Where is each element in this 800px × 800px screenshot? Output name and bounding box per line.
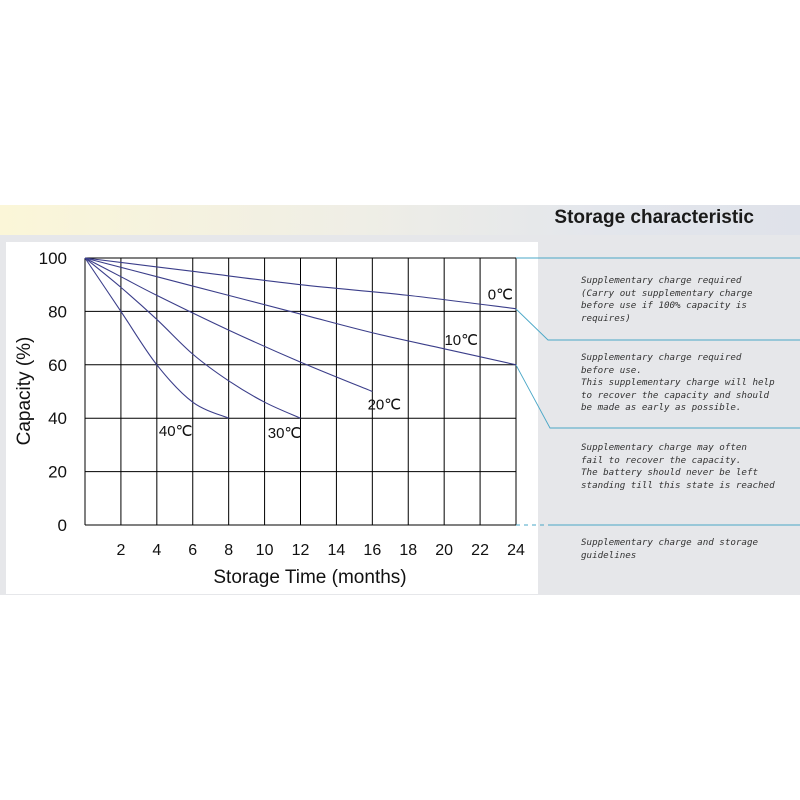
series-label-0: 0℃ bbox=[488, 287, 513, 304]
x-tick-label-10: 10 bbox=[256, 542, 274, 559]
y-tick-label-20: 20 bbox=[48, 463, 67, 482]
x-tick-label-6: 6 bbox=[188, 542, 197, 559]
series-label-4: 40℃ bbox=[159, 423, 193, 440]
series-line-0 bbox=[84, 257, 517, 310]
y-tick-label-100: 100 bbox=[39, 249, 67, 268]
series-line-1 bbox=[84, 257, 517, 366]
guide-line-2 bbox=[515, 364, 800, 429]
series-label-1: 10℃ bbox=[444, 332, 478, 349]
series-label-3: 30℃ bbox=[268, 425, 302, 442]
guide-lines bbox=[515, 257, 800, 526]
series-line-2 bbox=[84, 257, 373, 393]
note-ten-degree: Supplementary charge required before use… bbox=[581, 352, 775, 413]
x-tick-label-8: 8 bbox=[224, 542, 233, 559]
header-band bbox=[0, 205, 800, 235]
y-tick-label-40: 40 bbox=[48, 409, 67, 428]
series-line-4 bbox=[84, 257, 229, 419]
guide-line-1 bbox=[515, 308, 800, 341]
y-tick-label-60: 60 bbox=[48, 356, 67, 375]
note-zero-degree: Supplementary charge required (Carry out… bbox=[581, 275, 753, 324]
series-label-2: 20℃ bbox=[368, 397, 402, 414]
x-tick-label-4: 4 bbox=[152, 542, 161, 559]
chart-series bbox=[84, 257, 517, 419]
note-twenty-degree: Supplementary charge may often fail to r… bbox=[581, 442, 775, 491]
y-tick-label-0: 0 bbox=[58, 516, 67, 535]
series-line-3 bbox=[84, 257, 301, 419]
x-tick-label-22: 22 bbox=[471, 542, 489, 559]
x-tick-label-18: 18 bbox=[399, 542, 417, 559]
x-tick-label-16: 16 bbox=[363, 542, 381, 559]
x-tick-label-14: 14 bbox=[328, 542, 346, 559]
x-tick-label-2: 2 bbox=[116, 542, 125, 559]
page-title: Storage characteristic bbox=[554, 207, 754, 228]
x-tick-label-12: 12 bbox=[292, 542, 310, 559]
chart-labels: 2 4 6 8 10 12 14 16 18 20 22 24020406080100Storage … bbox=[14, 249, 525, 588]
x-tick-label-20: 20 bbox=[435, 542, 453, 559]
note-guidelines: Supplementary charge and storage guideli… bbox=[581, 537, 759, 561]
x-tick-label-24: 24 bbox=[507, 542, 525, 559]
x-axis-label: Storage Time (months) bbox=[213, 567, 406, 588]
y-tick-label-80: 80 bbox=[48, 302, 67, 321]
chart-grid bbox=[84, 257, 517, 526]
y-axis-label: Capacity (%) bbox=[14, 337, 35, 446]
